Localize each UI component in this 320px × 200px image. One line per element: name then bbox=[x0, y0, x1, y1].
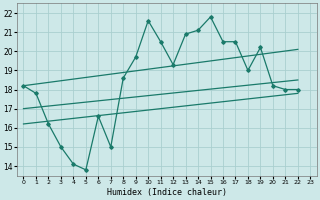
X-axis label: Humidex (Indice chaleur): Humidex (Indice chaleur) bbox=[107, 188, 227, 197]
